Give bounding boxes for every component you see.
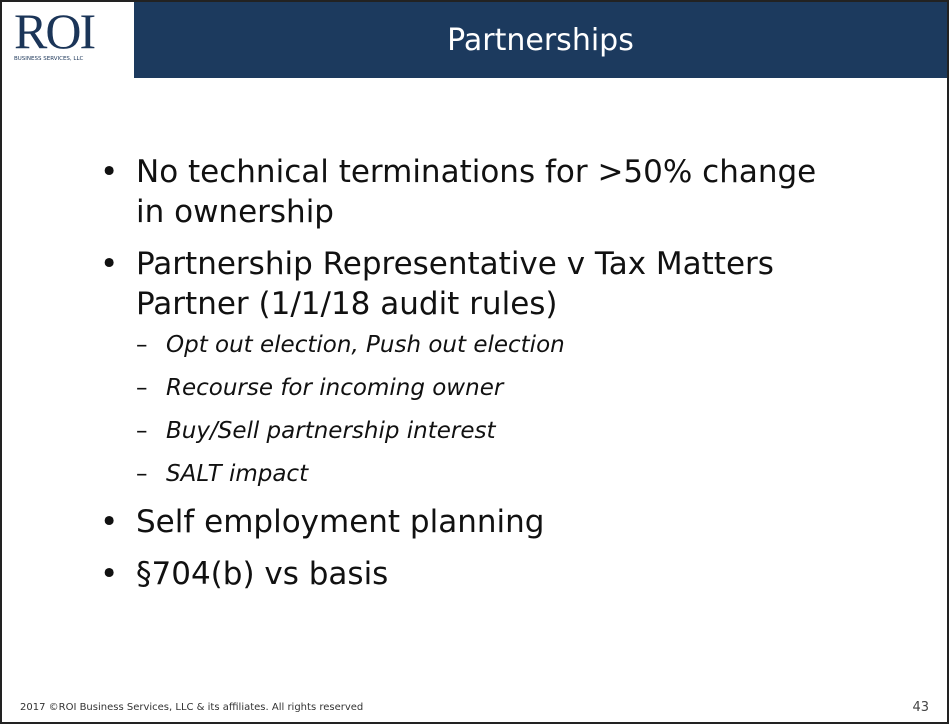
bullet-text: No technical terminations for >50% chang…: [136, 154, 817, 230]
sub-bullet: Recourse for incoming owner: [136, 373, 830, 403]
bullet-text: §704(b) vs basis: [136, 556, 389, 592]
bullet: Self employment planning: [100, 502, 830, 542]
header: Partnerships: [134, 2, 947, 78]
page-number: 43: [912, 700, 929, 715]
bullet-text: Partnership Representative v Tax Matters…: [136, 246, 774, 322]
bullet-text: Self employment planning: [136, 504, 545, 540]
sub-list: Opt out election, Push out election Recou…: [136, 330, 830, 489]
logo-text: ROI: [14, 3, 96, 59]
sub-bullet: Opt out election, Push out election: [136, 330, 830, 360]
bullet: Partnership Representative v Tax Matters…: [100, 244, 830, 489]
copyright: 2017 ©ROI Business Services, LLC & its a…: [20, 702, 364, 713]
bullet: No technical terminations for >50% chang…: [100, 152, 830, 232]
bullet: §704(b) vs basis: [100, 554, 830, 594]
sub-bullet: SALT impact: [136, 459, 830, 489]
title: Partnerships: [447, 22, 634, 58]
sub-bullet: Buy/Sell partnership interest: [136, 416, 830, 446]
logo: ROI BUSINESS SERVICES, LLC: [14, 6, 124, 62]
logo-subtext: BUSINESS SERVICES, LLC: [14, 56, 84, 62]
bullet-list: No technical terminations for >50% chang…: [100, 152, 830, 606]
